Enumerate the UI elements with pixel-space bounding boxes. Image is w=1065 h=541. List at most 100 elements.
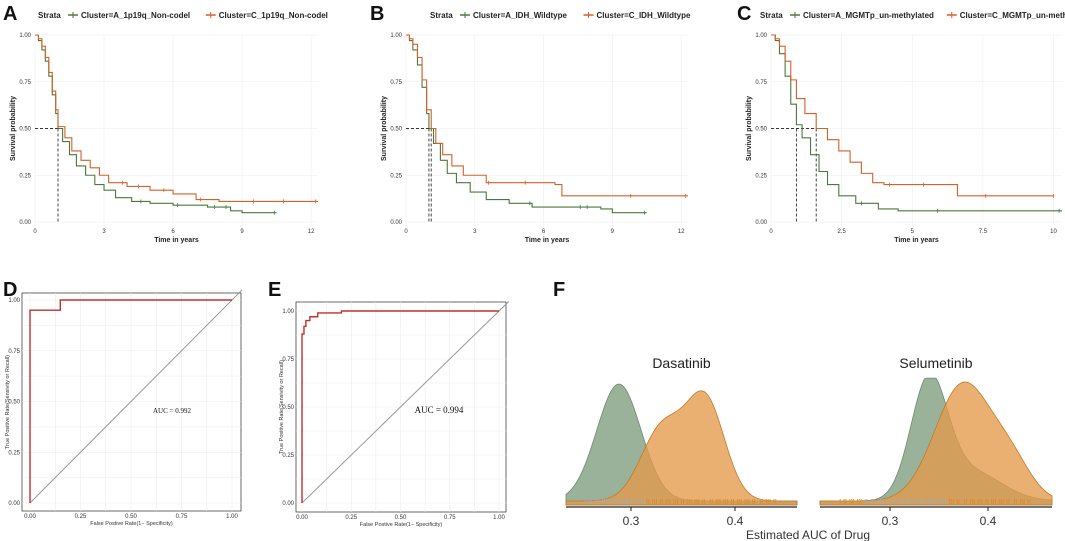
y-tick-label: 0.50 [282, 405, 294, 411]
auc-annotation: AUC = 0.994 [415, 405, 464, 415]
panel-letter-E: E [268, 279, 281, 301]
y-tick-label: 0.50 [755, 127, 767, 133]
x-tick-label: 0.00 [24, 514, 36, 520]
y-tick-label: 1.00 [755, 33, 767, 39]
y-axis-label: Survival probability [746, 96, 753, 161]
x-tick-label: 0.3 [882, 514, 899, 528]
x-tick-label: 12 [678, 229, 685, 235]
x-axis-label: False Postive Rate(1− Specificity) [360, 522, 443, 528]
survival-curve [35, 34, 318, 202]
x-tick-label: 0.3 [623, 514, 640, 528]
y-tick-label: 0.00 [755, 220, 767, 226]
diagonal-reference [29, 289, 243, 504]
y-tick-label: 0.75 [390, 80, 402, 86]
survival-curve [771, 34, 1054, 197]
x-tick-label: 2.5 [837, 229, 846, 235]
y-tick-label: 0.25 [755, 173, 767, 179]
roc-curve [301, 310, 499, 503]
y-tick-label: 0.25 [282, 453, 294, 459]
diagonal-reference [301, 301, 510, 504]
roc-panel-E: E 0.00 0.25 0.50 0.75 1.00 0.00 0.25 0.50 0.75 1.0… [268, 279, 510, 528]
legend-entry: Cluster=A_1p19q_Non-codel [81, 11, 190, 20]
roc-curve [29, 299, 232, 503]
y-tick-label: 0.00 [19, 220, 31, 226]
drug-title: Dasatinib [652, 355, 711, 371]
plot-border [21, 292, 242, 512]
density-panel-dasatinib: Dasatinib 0.3 0.4 [565, 355, 798, 528]
x-tick-label: 7.5 [979, 229, 988, 235]
survival-curve [771, 34, 1062, 212]
y-tick-label: 0.50 [390, 127, 402, 133]
y-tick-label: 1.00 [390, 33, 402, 39]
x-tick-label: 10 [1050, 229, 1057, 235]
y-tick-label: 0.75 [19, 80, 31, 86]
auc-annotation: AUC = 0.992 [153, 407, 191, 415]
x-tick-label: 9 [611, 229, 615, 235]
x-tick-label: 1.00 [493, 515, 505, 521]
y-axis-label: True Positive Rate(Sensivity or Recall) [5, 355, 11, 449]
x-axis-label: Estimated AUC of Drug [746, 528, 870, 541]
panel-letter-D: D [3, 279, 17, 301]
x-tick-label: 6 [542, 229, 546, 235]
panel-letter-C: C [737, 3, 751, 25]
y-tick-label: 0.75 [282, 357, 294, 363]
survival-curve [35, 34, 277, 214]
x-tick-label: 12 [308, 229, 315, 235]
y-tick-label: 0.50 [19, 127, 31, 133]
density-panel-selumetinib: Selumetinib 0.3 0.4 [819, 355, 1053, 528]
legend-title: Strata [38, 11, 61, 20]
panel-letter-A: A [3, 3, 17, 25]
x-tick-label: 0 [33, 229, 37, 235]
legend-title: Strata [760, 11, 783, 20]
legend-title: Strata [430, 11, 453, 20]
y-axis-label: True Positive Rate(Sensivity or Recall) [279, 360, 285, 454]
x-tick-label: 0.4 [980, 514, 997, 528]
y-tick-label: 0.50 [8, 400, 20, 406]
legend-entry: Cluster=C_1p19q_Non-codel [219, 11, 328, 20]
km-panel-B: B Strata Cluster=A_IDH_Wildtype Cluster=C_I… [370, 3, 691, 244]
y-axis-label: Survival probability [381, 96, 388, 161]
drug-title: Selumetinib [899, 355, 972, 371]
x-axis-label: Time in years [525, 237, 570, 244]
panel-letter-B: B [370, 3, 384, 25]
y-tick-label: 0.00 [390, 220, 402, 226]
survival-curve [406, 34, 688, 197]
x-tick-label: 6 [171, 229, 175, 235]
x-tick-label: 5 [911, 229, 915, 235]
x-axis-label: Time in years [154, 237, 199, 244]
km-panel-A: A Strata Cluster=A_1p19q_Non-codel Cluster=… [3, 3, 328, 244]
panel-letter-F: F [553, 279, 565, 301]
y-tick-label: 0.25 [390, 173, 402, 179]
y-tick-label: 0.00 [282, 501, 294, 507]
y-tick-label: 0.75 [8, 349, 20, 355]
y-tick-label: 0.00 [8, 501, 20, 507]
x-axis-label: False Postive Rate(1− Specificity) [90, 521, 173, 527]
legend-entry: Cluster=C_IDH_Wildtype [597, 11, 692, 20]
y-tick-label: 0.75 [755, 80, 767, 86]
y-tick-label: 1.00 [8, 298, 20, 304]
legend-entry: Cluster=A_IDH_Wildtype [473, 11, 568, 20]
y-tick-label: 1.00 [282, 309, 294, 315]
x-tick-label: 9 [240, 229, 244, 235]
x-tick-label: 0.75 [444, 515, 456, 521]
x-tick-label: 0.4 [727, 514, 744, 528]
x-tick-label: 0 [769, 229, 773, 235]
density-cluster-c [565, 390, 798, 506]
x-tick-label: 0.75 [176, 514, 188, 520]
y-tick-label: 0.25 [19, 173, 31, 179]
x-tick-label: 3 [102, 229, 106, 235]
survival-curve [406, 34, 647, 214]
legend-entry: Cluster=C_MGMTp_un-methylated [960, 11, 1065, 20]
x-tick-label: 3 [473, 229, 477, 235]
y-axis-label: Survival probability [10, 96, 17, 161]
x-tick-label: 0.25 [345, 515, 357, 521]
x-tick-label: 1.00 [226, 514, 238, 520]
x-tick-label: 0.00 [296, 515, 308, 521]
x-tick-label: 0 [404, 229, 408, 235]
x-tick-label: 0.50 [395, 515, 407, 521]
x-tick-label: 0.50 [125, 514, 137, 520]
km-panel-C: C Strata Cluster=A_MGMTp_un-methylated Clus… [737, 3, 1065, 244]
roc-panel-D: D 0.00 0.25 0.50 0.75 1.00 0.00 0.25 0.50 0.75 1.0… [3, 279, 243, 527]
